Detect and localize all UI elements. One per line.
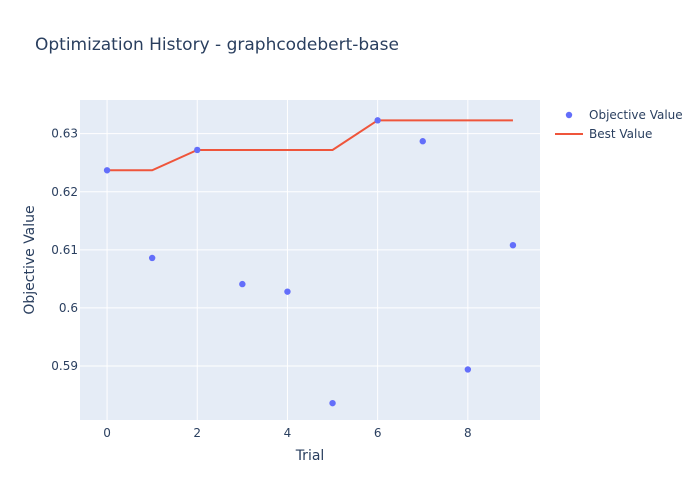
objective-value-point[interactable] [148,254,156,262]
objective-value-point[interactable] [329,399,336,407]
data-series [103,117,517,407]
x-tick-label: 6 [374,426,382,440]
x-tick-label: 8 [464,426,472,440]
objective-value-point[interactable] [284,288,291,295]
objective-value-point[interactable] [419,138,426,145]
x-axis-title: Trial [295,448,325,464]
legend-label-best-value: Best Value [589,127,652,141]
legend-item-objective-value[interactable]: Objective Value [565,108,683,122]
objective-value-point[interactable] [464,366,472,373]
y-axis-title: Objective Value [22,205,38,314]
legend: Objective Value Best Value [555,108,683,141]
y-tick-label: 0.63 [51,127,78,141]
grid-lines [80,100,540,420]
objective-value-point[interactable] [509,241,517,249]
y-tick-label: 0.61 [51,243,78,257]
axis-ticks: 0 2 4 6 8 0.59 0.6 0.61 0.62 0.63 [51,127,471,440]
legend-label-objective-value: Objective Value [589,108,683,122]
legend-marker-objective-value [565,111,573,119]
objective-value-point[interactable] [374,117,381,124]
objective-value-point[interactable] [239,280,246,288]
x-tick-label: 2 [193,426,201,440]
y-tick-label: 0.59 [51,359,78,373]
chart-title: Optimization History - graphcodebert-bas… [35,35,399,55]
y-tick-label: 0.62 [51,185,78,199]
objective-value-point[interactable] [194,146,201,154]
plot-area [80,100,540,420]
y-tick-label: 0.6 [59,301,78,315]
best-value-line [107,119,513,172]
objective-value-point[interactable] [103,167,111,174]
legend-item-best-value[interactable]: Best Value [555,127,652,141]
x-tick-label: 0 [103,426,111,440]
x-tick-label: 4 [284,426,292,440]
